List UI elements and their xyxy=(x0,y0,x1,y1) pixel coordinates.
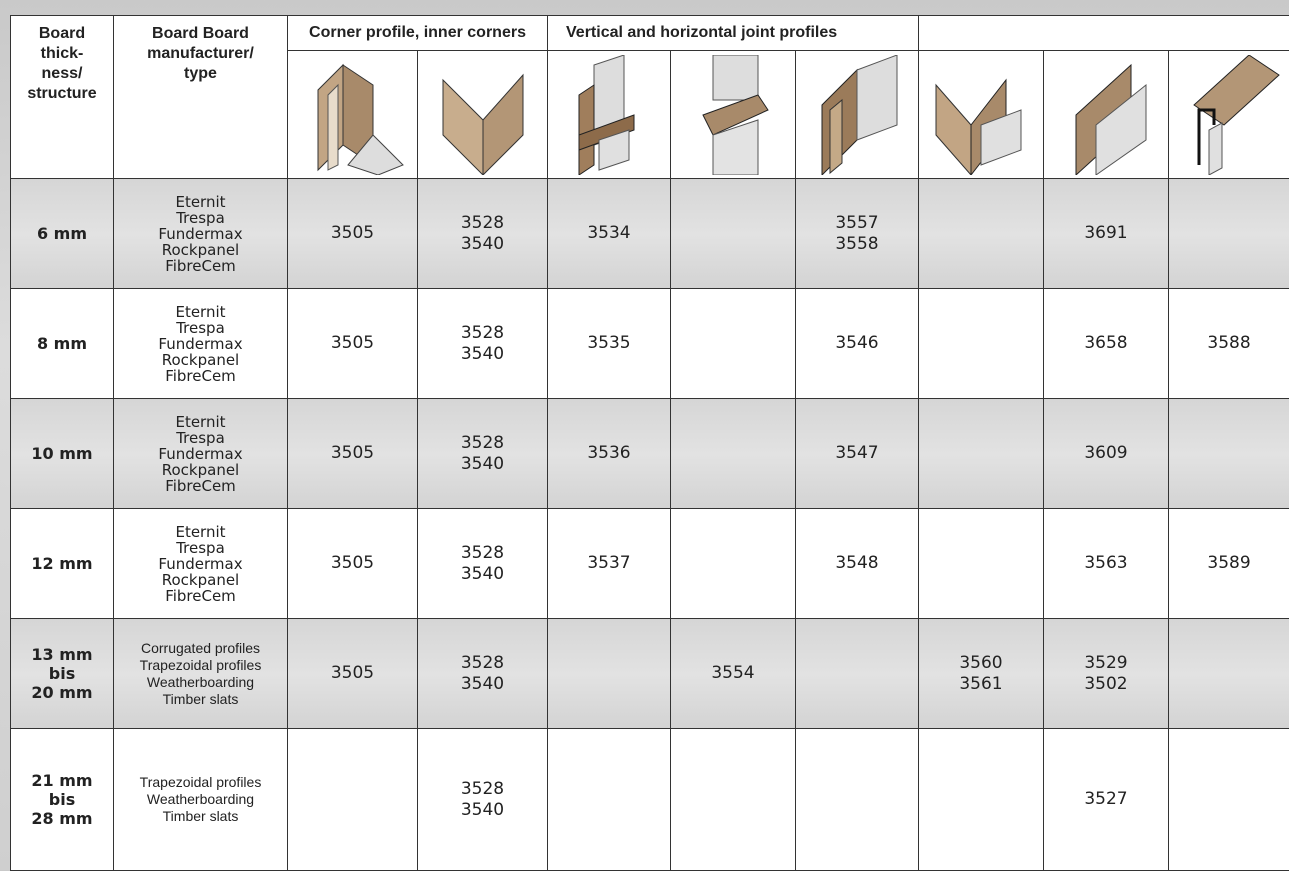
article-cell xyxy=(919,179,1044,289)
header-cell: Board thick- ness/ structure xyxy=(11,16,114,179)
article-cell: 3505 xyxy=(288,179,418,289)
article-cell: 3546 xyxy=(796,289,919,399)
article-cell: 3560 3561 xyxy=(919,619,1044,729)
article-cell: 3528 3540 xyxy=(418,289,548,399)
icon-cell xyxy=(418,51,548,179)
article-cell xyxy=(288,729,418,871)
article-cell xyxy=(919,289,1044,399)
article-cell xyxy=(796,729,919,871)
icon-cell xyxy=(671,51,796,179)
article-cell xyxy=(919,399,1044,509)
profile-icon xyxy=(678,55,788,175)
profile-icon xyxy=(554,55,664,175)
article-cell: 3691 xyxy=(1044,179,1169,289)
article-cell xyxy=(796,619,919,729)
profile-table: Board thick- ness/ structure Board Board… xyxy=(10,15,1289,871)
icon-cell xyxy=(548,51,671,179)
icon-cell xyxy=(796,51,919,179)
article-cell: 3505 xyxy=(288,399,418,509)
header-cell xyxy=(919,16,1289,51)
article-cell xyxy=(919,509,1044,619)
article-cell: 3535 xyxy=(548,289,671,399)
article-cell: 3527 xyxy=(1044,729,1169,871)
article-cell: 3563 xyxy=(1044,509,1169,619)
profile-icon xyxy=(926,55,1036,175)
manufacturer-cell: Corrugated profiles Trapezoidal profiles… xyxy=(114,619,288,729)
icon-cell xyxy=(1044,51,1169,179)
article-cell xyxy=(671,729,796,871)
article-cell xyxy=(671,509,796,619)
article-cell: 3658 xyxy=(1044,289,1169,399)
manufacturer-cell: Eternit Trespa Fundermax Rockpanel Fibre… xyxy=(114,399,288,509)
article-cell xyxy=(671,399,796,509)
article-cell: 3588 xyxy=(1169,289,1289,399)
article-cell: 3537 xyxy=(548,509,671,619)
thickness-cell: 21 mm bis 28 mm xyxy=(11,729,114,871)
article-cell: 3505 xyxy=(288,289,418,399)
profile-icon xyxy=(298,55,408,175)
article-cell: 3505 xyxy=(288,619,418,729)
profile-icon xyxy=(1051,55,1161,175)
table-head: Board thick- ness/ structure Board Board… xyxy=(11,16,1289,179)
article-cell xyxy=(919,729,1044,871)
article-cell: 3548 xyxy=(796,509,919,619)
article-cell: 3547 xyxy=(796,399,919,509)
thickness-cell: 13 mm bis 20 mm xyxy=(11,619,114,729)
article-cell: 3536 xyxy=(548,399,671,509)
manufacturer-cell: Eternit Trespa Fundermax Rockpanel Fibre… xyxy=(114,289,288,399)
article-cell: 3528 3540 xyxy=(418,509,548,619)
profile-icon xyxy=(1174,55,1284,175)
manufacturer-cell: Eternit Trespa Fundermax Rockpanel Fibre… xyxy=(114,179,288,289)
article-cell: 3609 xyxy=(1044,399,1169,509)
group-header: Corner profile, inner corners xyxy=(288,16,548,51)
thickness-cell: 8 mm xyxy=(11,289,114,399)
article-cell xyxy=(1169,619,1289,729)
profile-icon xyxy=(428,55,538,175)
article-cell: 3528 3540 xyxy=(418,399,548,509)
manufacturer-cell: Eternit Trespa Fundermax Rockpanel Fibre… xyxy=(114,509,288,619)
article-cell: 3589 xyxy=(1169,509,1289,619)
article-cell: 3528 3540 xyxy=(418,179,548,289)
article-cell xyxy=(548,619,671,729)
article-cell: 3557 3558 xyxy=(796,179,919,289)
article-cell xyxy=(671,289,796,399)
header-cell: Board Board manufacturer/ type xyxy=(114,16,288,179)
icon-cell xyxy=(1169,51,1289,179)
manufacturer-cell: Trapezoidal profiles Weatherboarding Tim… xyxy=(114,729,288,871)
article-cell xyxy=(671,179,796,289)
article-cell xyxy=(1169,179,1289,289)
group-header: Vertical and horizontal joint profiles xyxy=(548,16,919,51)
profile-icon xyxy=(802,55,912,175)
article-cell: 3554 xyxy=(671,619,796,729)
article-cell: 3534 xyxy=(548,179,671,289)
thickness-cell: 6 mm xyxy=(11,179,114,289)
thickness-cell: 10 mm xyxy=(11,399,114,509)
icon-cell xyxy=(288,51,418,179)
header-row: Board thick- ness/ structure Board Board… xyxy=(11,16,1289,51)
icon-cell xyxy=(919,51,1044,179)
article-cell: 3505 xyxy=(288,509,418,619)
article-cell xyxy=(1169,729,1289,871)
thickness-cell: 12 mm xyxy=(11,509,114,619)
article-cell: 3528 3540 xyxy=(418,729,548,871)
article-cell: 3529 3502 xyxy=(1044,619,1169,729)
article-cell: 3528 3540 xyxy=(418,619,548,729)
article-cell xyxy=(1169,399,1289,509)
article-cell xyxy=(548,729,671,871)
